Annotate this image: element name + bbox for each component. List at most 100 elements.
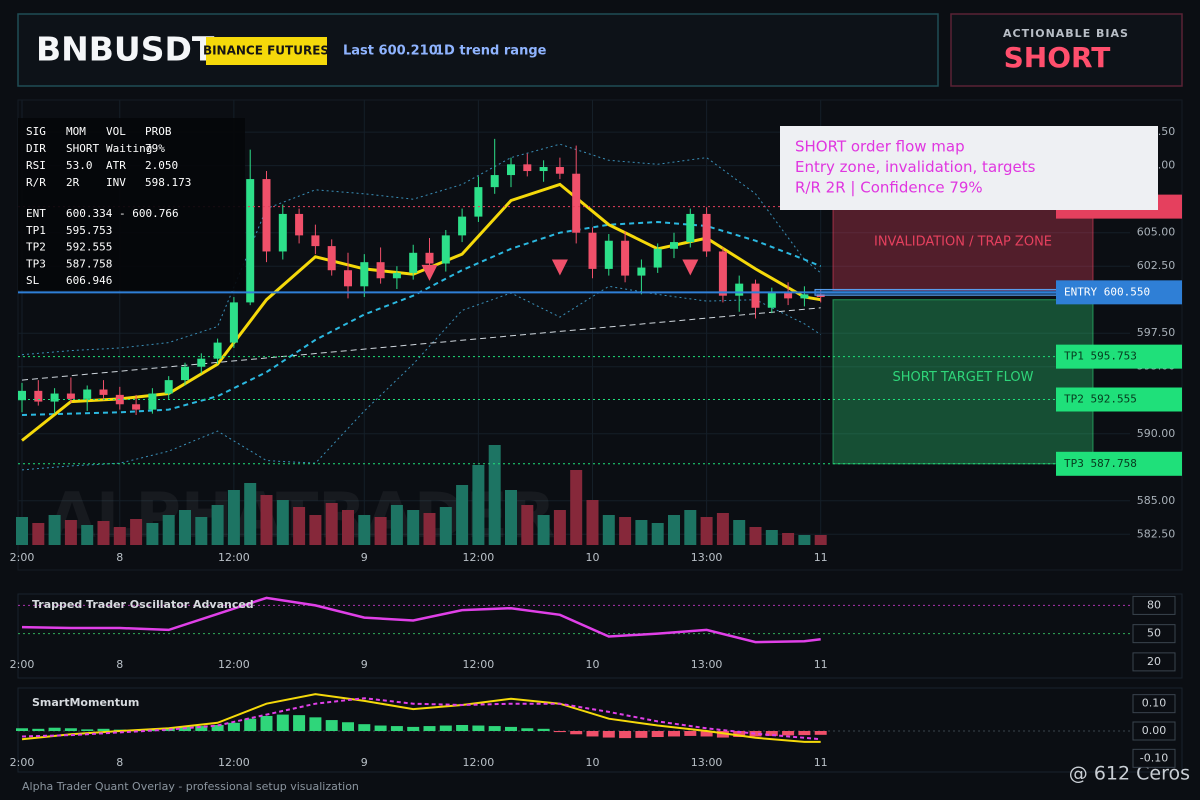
info-cell: Waiting [106,142,152,155]
volume-bar [16,517,28,545]
candle-body [670,242,678,249]
x-tick-label: 12:00 [218,658,250,671]
volume-bar [179,510,191,545]
x-tick-label: 13:00 [691,658,723,671]
volume-bar [700,517,713,545]
zone-label: INVALIDATION / TRAP ZONE [874,235,1052,250]
info-cell: 2R [66,176,80,189]
volume-bar [602,515,615,545]
zone-label: SHORT TARGET FLOW [893,370,1034,385]
bias-label: ACTIONABLE BIAS [1003,27,1129,40]
x-tick-label: 2:00 [10,756,35,769]
info-cell: 53.0 [66,159,93,172]
momentum-bar [97,728,110,731]
volume-bar [635,520,648,545]
x-tick-label: 11 [814,658,828,671]
candle-body [50,393,59,402]
momentum-bar [733,731,746,738]
candle-body [164,380,173,394]
volume-bar [765,530,778,545]
y-tick-label: 80 [1147,598,1161,611]
x-tick-label: 12:00 [218,756,250,769]
momentum-bar [668,731,680,737]
candle-body [637,267,646,276]
info-cell: ENT [26,207,46,220]
candle-body [621,240,630,276]
info-cell: 79% [145,142,165,155]
y-tick-label: 0.10 [1142,697,1167,710]
momentum-bar [374,725,387,731]
info-cell: ATR [106,159,126,172]
momentum-bar [390,726,403,731]
momentum-bar [700,731,713,737]
volume-bar [97,521,110,545]
momentum-bar [32,728,45,731]
price-panel [17,99,1183,571]
credit: @ 612 Ceros [1069,763,1190,785]
header-panel [17,13,939,87]
x-tick-label: 10 [586,551,600,564]
oscillator-panel [17,593,1183,679]
axis-label-box [1132,595,1176,615]
volume-bar [537,515,550,545]
momentum-bar [162,727,175,731]
candle-body [425,252,434,264]
x-tick-label: 9 [361,551,368,564]
momentum-bar [309,717,322,731]
volume-bar [521,505,534,545]
candle-body [18,390,26,401]
info-cell: 606.946 [66,274,112,287]
panel-title: SmartMomentum [32,696,139,709]
candle-body [213,342,222,359]
info-cell: 595.753 [66,224,112,237]
info-cell: SL [26,274,40,287]
momentum-bar [553,731,566,733]
x-tick-label: 10 [586,756,600,769]
x-tick-label: 2:00 [10,551,35,564]
sell-signal [421,264,438,281]
volume-bar [48,515,61,545]
candle-body [555,167,564,174]
info-cell: TP3 [26,257,46,270]
note-line: Entry zone, invalidation, targets [795,158,1036,176]
candle-body [653,248,662,268]
momentum-bar [619,731,632,739]
overlay-line [21,182,821,442]
info-cell: 2.050 [145,159,178,172]
momentum-bar [472,725,485,731]
volume-bar [244,483,257,545]
candle-body [718,251,727,296]
volume-bar [407,510,420,545]
volume-bar [423,513,436,545]
candle-body [539,167,548,172]
x-tick-label: 12:00 [463,658,495,671]
badge-bg [206,37,327,65]
info-cell: VOL [106,125,126,138]
candle-body [767,291,776,308]
volume-bar [130,519,143,545]
momentum-bar [244,718,257,731]
overlay-line [21,285,821,471]
level-tag-label: TP1 595.753 [1064,350,1137,363]
momentum-bar [570,731,583,735]
momentum-bar [64,728,77,731]
x-tick-label: 13:00 [691,551,723,564]
volume-bar [113,527,126,545]
candle-body [99,389,108,395]
info-cell: INV [106,176,126,189]
volume-bar [227,490,240,545]
note-box [780,126,1158,210]
momentum-bar [505,726,517,731]
volume-bar [668,515,680,545]
candle-body [490,175,499,188]
axis-label-box [1132,624,1176,644]
level-tag [1056,280,1182,305]
candle-body [686,213,695,243]
level-tag [1056,387,1182,412]
momentum-bar [635,731,648,738]
candle-body [604,240,613,269]
candle-body [34,390,43,402]
momentum-bar [325,720,338,731]
volume-bar [749,527,762,545]
x-tick-label: 8 [116,551,123,564]
